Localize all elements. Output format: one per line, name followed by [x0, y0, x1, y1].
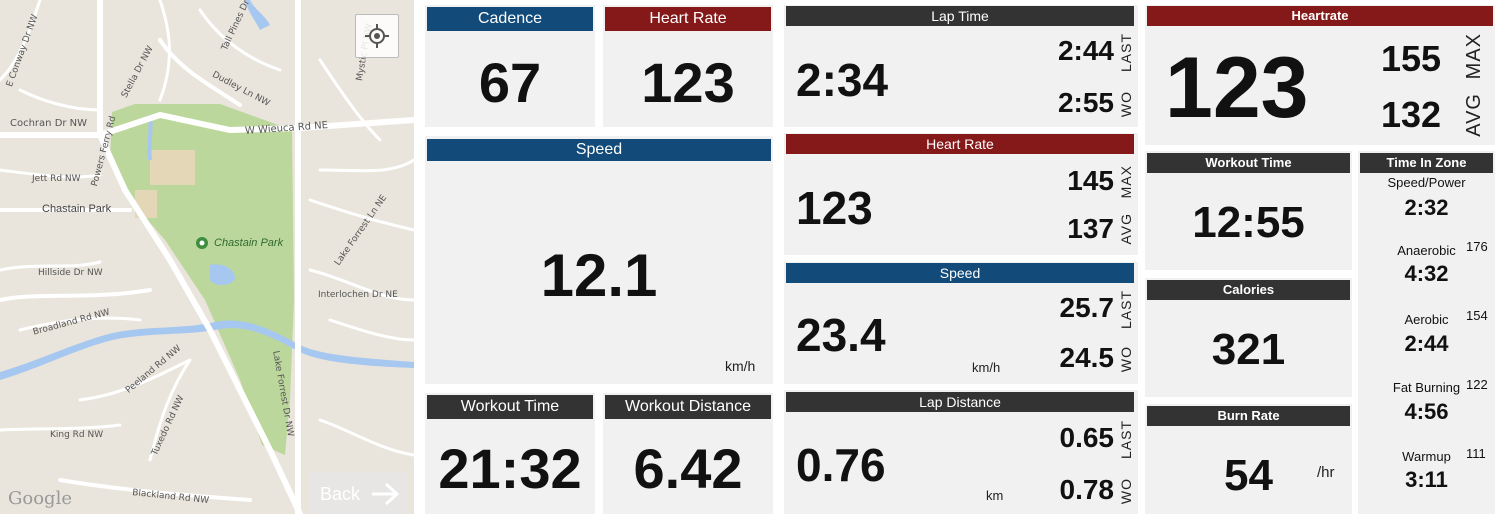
lap-time-last-value: 2:44 — [1057, 35, 1114, 66]
workout-distance-header: Workout Distance — [605, 395, 771, 419]
road-label: Hillside Dr NW — [38, 268, 103, 278]
lap-heart-rate-max-value: 145 — [1067, 165, 1114, 196]
cadence-tile[interactable]: Cadence 67 — [425, 5, 595, 127]
heartrate-header: Heartrate — [1147, 6, 1493, 26]
google-logo: Google — [8, 488, 72, 509]
speed-value: 12.1 — [540, 242, 658, 309]
road-label: Interlochen Dr NE — [318, 290, 398, 300]
road-label: Cochran Dr NW — [10, 118, 88, 129]
workout-time-header: Workout Time — [427, 395, 593, 419]
lap-distance-last-value: 0.65 — [1059, 422, 1115, 453]
map-canvas[interactable] — [0, 0, 414, 514]
map-view[interactable]: E Conway Dr NW Stella Dr NW Tall Pines D… — [0, 0, 414, 514]
lap-time-wo-label: WO — [1118, 91, 1134, 118]
back-label: Back — [320, 484, 361, 504]
calories-value: 321 — [1211, 325, 1286, 374]
lap-time-wo-value: 2:55 — [1057, 87, 1114, 118]
burn-rate-value: 54 — [1224, 451, 1273, 500]
burn-rate-header: Burn Rate — [1147, 406, 1350, 426]
lap-speed-header: Speed — [786, 263, 1134, 283]
lap-distance-unit: km — [986, 488, 1004, 503]
time-in-zone-header: Time In Zone — [1360, 153, 1493, 173]
lap-speed-wo-value: 24.5 — [1059, 342, 1115, 373]
zone-name: Aerobic — [1404, 312, 1449, 327]
heart-rate-value: 123 — [641, 51, 735, 114]
heartrate-max-label: MAX — [1463, 33, 1485, 80]
heart-rate-header: Heart Rate — [605, 7, 771, 31]
park-field — [150, 150, 195, 185]
lap-heart-rate-value: 123 — [796, 182, 873, 234]
workout-time-value-2: 12:55 — [1192, 198, 1305, 247]
heartrate-avg-label: AVG — [1463, 93, 1485, 137]
time-in-zone-tile[interactable]: Time In Zone Speed/Power 2:32 Anaerobic … — [1358, 151, 1495, 514]
zone-name: Warmup — [1402, 449, 1451, 464]
lap-distance-tile[interactable]: Lap Distance 0.76 km 0.65 LAST 0.78 WO — [784, 390, 1138, 514]
lap-speed-unit: km/h — [972, 360, 1001, 375]
lap-speed-wo-label: WO — [1118, 346, 1134, 373]
heartrate-max-value: 155 — [1380, 38, 1442, 79]
speed-header: Speed — [427, 139, 771, 161]
workout-distance-tile[interactable]: Workout Distance 6.42 — [603, 393, 773, 514]
workout-time-header-2: Workout Time — [1147, 153, 1350, 173]
crosshair-icon — [365, 24, 389, 48]
zone-name: Speed/Power — [1387, 175, 1466, 190]
road-label: King Rd NW — [50, 430, 104, 440]
workout-time-tile-2[interactable]: Workout Time 12:55 — [1145, 151, 1352, 270]
workout-time-tile[interactable]: Workout Time 21:32 — [425, 393, 595, 514]
lap-heart-rate-tile[interactable]: Heart Rate 123 145 MAX 137 AVG — [784, 133, 1138, 255]
zone-time: 3:11 — [1405, 467, 1448, 492]
back-button[interactable]: Back — [310, 472, 408, 514]
heartrate-avg-value: 132 — [1380, 94, 1442, 135]
lap-time-last-label: LAST — [1118, 33, 1134, 73]
park-label: Chastain Park — [214, 237, 284, 249]
zone-time: 2:44 — [1404, 331, 1449, 356]
heartrate-value: 123 — [1165, 40, 1309, 136]
calories-tile[interactable]: Calories 321 — [1145, 278, 1352, 397]
arrow-right-icon — [372, 482, 400, 506]
area-label: Chastain Park — [42, 203, 112, 215]
lap-distance-value: 0.76 — [796, 439, 886, 491]
zone-name: Fat Burning — [1392, 380, 1461, 395]
speed-unit: km/h — [725, 358, 756, 374]
burn-rate-unit: /hr — [1317, 464, 1335, 481]
cadence-header: Cadence — [427, 7, 593, 31]
cadence-value: 67 — [478, 51, 542, 114]
zone-bpm: 111 — [1466, 446, 1486, 461]
lap-heart-rate-avg-value: 137 — [1067, 213, 1114, 244]
lap-heart-rate-header: Heart Rate — [786, 134, 1134, 154]
lap-speed-tile[interactable]: Speed 23.4 km/h 25.7 LAST 24.5 WO — [784, 262, 1138, 384]
lap-distance-last-label: LAST — [1118, 420, 1134, 460]
lap-distance-wo-label: WO — [1118, 478, 1134, 505]
lap-distance-wo-value: 0.78 — [1059, 474, 1115, 505]
workout-time-value: 21:32 — [438, 437, 582, 500]
heartrate-tile[interactable]: Heartrate 123 155 MAX 132 AVG — [1145, 5, 1495, 145]
zone-time: 4:56 — [1404, 399, 1449, 424]
road-label: Jett Rd NW — [32, 174, 81, 184]
burn-rate-tile[interactable]: Burn Rate 54 /hr — [1145, 404, 1352, 514]
lap-heart-rate-max-label: MAX — [1118, 165, 1134, 199]
lap-time-header: Lap Time — [786, 6, 1134, 26]
zone-name: Anaerobic — [1397, 243, 1456, 258]
workout-distance-value: 6.42 — [633, 437, 743, 500]
lap-speed-last-value: 25.7 — [1059, 292, 1115, 323]
lap-speed-last-label: LAST — [1118, 290, 1134, 330]
lap-heart-rate-avg-label: AVG — [1118, 213, 1134, 245]
zone-bpm: 122 — [1466, 377, 1488, 392]
zone-time: 2:32 — [1404, 195, 1449, 220]
lap-speed-value: 23.4 — [796, 309, 886, 361]
my-location-button[interactable] — [355, 14, 399, 58]
zone-bpm: 154 — [1466, 308, 1488, 323]
lap-time-tile[interactable]: Lap Time 2:34 2:44 LAST 2:55 WO — [784, 5, 1138, 127]
lap-distance-header: Lap Distance — [786, 392, 1134, 412]
heart-rate-tile[interactable]: Heart Rate 123 — [603, 5, 773, 127]
zone-time: 4:32 — [1404, 261, 1449, 286]
calories-header: Calories — [1147, 280, 1350, 300]
speed-tile[interactable]: Speed 12.1 km/h — [425, 136, 773, 384]
zone-bpm: 176 — [1466, 239, 1488, 254]
lap-time-value: 2:34 — [796, 54, 889, 106]
